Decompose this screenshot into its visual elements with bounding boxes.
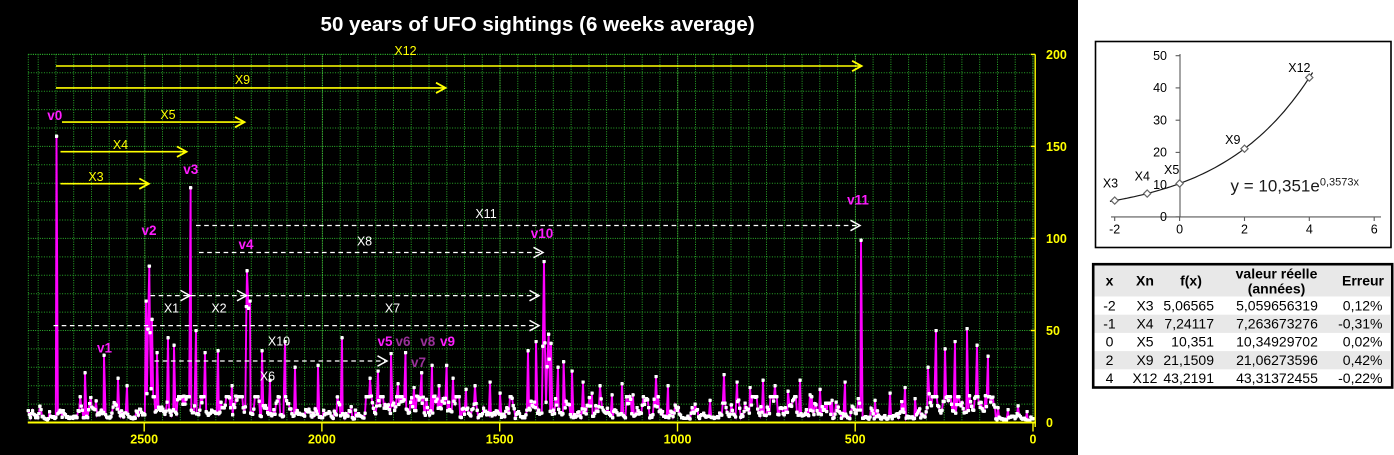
svg-text:-0,22%: -0,22% — [1338, 370, 1382, 386]
svg-text:v8: v8 — [420, 334, 436, 349]
svg-text:43,2191: 43,2191 — [1163, 370, 1214, 386]
svg-text:(années): (années) — [1248, 280, 1306, 296]
svg-text:2000: 2000 — [308, 433, 336, 447]
svg-text:500: 500 — [845, 433, 866, 447]
svg-text:7,263673276: 7,263673276 — [1236, 316, 1318, 332]
svg-text:2: 2 — [1241, 223, 1248, 237]
svg-text:43,31372455: 43,31372455 — [1236, 370, 1318, 386]
svg-text:-2: -2 — [1103, 297, 1116, 313]
svg-text:100: 100 — [1046, 232, 1067, 246]
svg-text:7,24117: 7,24117 — [1164, 316, 1214, 332]
svg-text:30: 30 — [1153, 114, 1167, 128]
svg-text:valeur réelle: valeur réelle — [1236, 265, 1318, 281]
svg-text:v3: v3 — [183, 162, 199, 177]
svg-text:X3: X3 — [1103, 177, 1118, 191]
svg-text:X7: X7 — [385, 302, 400, 316]
svg-text:0,02%: 0,02% — [1343, 334, 1383, 350]
svg-text:v1: v1 — [97, 341, 113, 356]
svg-text:0: 0 — [1046, 416, 1053, 430]
svg-text:v2: v2 — [141, 223, 156, 238]
svg-text:2: 2 — [1106, 352, 1114, 368]
svg-text:1000: 1000 — [664, 433, 692, 447]
svg-text:5,059656319: 5,059656319 — [1236, 297, 1318, 313]
svg-text:v9: v9 — [440, 334, 455, 349]
svg-text:6: 6 — [1371, 223, 1378, 237]
svg-text:0: 0 — [1030, 433, 1037, 447]
svg-text:X8: X8 — [357, 235, 372, 249]
svg-text:1500: 1500 — [486, 433, 514, 447]
svg-text:X3: X3 — [88, 170, 103, 184]
svg-text:0: 0 — [1176, 223, 1183, 237]
svg-text:-0,31%: -0,31% — [1338, 316, 1382, 332]
svg-text:v0: v0 — [47, 108, 62, 123]
svg-text:X5: X5 — [1136, 334, 1153, 350]
svg-text:40: 40 — [1153, 81, 1167, 95]
svg-text:Erreur: Erreur — [1342, 273, 1385, 289]
svg-text:-2: -2 — [1109, 223, 1120, 237]
svg-text:X4: X4 — [113, 138, 128, 152]
svg-text:150: 150 — [1046, 140, 1067, 154]
svg-text:0: 0 — [1106, 334, 1114, 350]
svg-text:X12: X12 — [394, 44, 416, 58]
svg-text:v11: v11 — [847, 193, 869, 208]
svg-text:X5: X5 — [160, 108, 175, 122]
svg-text:0: 0 — [1160, 210, 1167, 224]
svg-text:10,34929702: 10,34929702 — [1236, 334, 1318, 350]
svg-text:v10: v10 — [531, 226, 554, 241]
svg-text:0,12%: 0,12% — [1343, 297, 1383, 313]
svg-text:4: 4 — [1306, 223, 1313, 237]
svg-text:21,06273596: 21,06273596 — [1236, 352, 1318, 368]
svg-text:21,1509: 21,1509 — [1163, 352, 1214, 368]
svg-text:X10: X10 — [268, 335, 290, 349]
svg-text:v6: v6 — [395, 334, 411, 349]
svg-text:X12: X12 — [1133, 370, 1158, 386]
svg-text:X9: X9 — [235, 73, 250, 87]
svg-text:X3: X3 — [1136, 297, 1153, 313]
svg-text:X9: X9 — [1225, 133, 1240, 147]
svg-text:v5: v5 — [377, 334, 393, 349]
svg-text:50: 50 — [1153, 49, 1167, 63]
svg-text:200: 200 — [1046, 48, 1067, 62]
svg-text:X2: X2 — [211, 302, 226, 316]
svg-text:X4: X4 — [1136, 316, 1153, 332]
svg-text:0,42%: 0,42% — [1343, 352, 1383, 368]
svg-text:f(x): f(x) — [1180, 273, 1202, 289]
svg-text:X12: X12 — [1288, 61, 1310, 75]
svg-text:50 years of UFO sightings (6 w: 50 years of UFO sightings (6 weeks avera… — [321, 13, 755, 36]
svg-text:2500: 2500 — [130, 433, 158, 447]
svg-text:v7: v7 — [411, 355, 426, 370]
svg-text:X6: X6 — [260, 370, 275, 384]
svg-text:X5: X5 — [1164, 163, 1179, 177]
svg-text:-1: -1 — [1103, 316, 1116, 332]
svg-text:20: 20 — [1153, 146, 1167, 160]
svg-text:10,351: 10,351 — [1171, 334, 1214, 350]
svg-text:x: x — [1106, 273, 1114, 289]
svg-text:50: 50 — [1046, 324, 1060, 338]
svg-text:v4: v4 — [238, 237, 254, 252]
svg-text:X11: X11 — [475, 207, 496, 221]
svg-text:X9: X9 — [1136, 352, 1153, 368]
svg-text:X4: X4 — [1135, 170, 1150, 184]
svg-text:Xn: Xn — [1136, 273, 1154, 289]
svg-text:5,06565: 5,06565 — [1163, 297, 1214, 313]
svg-text:4: 4 — [1106, 370, 1114, 386]
svg-text:X1: X1 — [164, 302, 179, 316]
